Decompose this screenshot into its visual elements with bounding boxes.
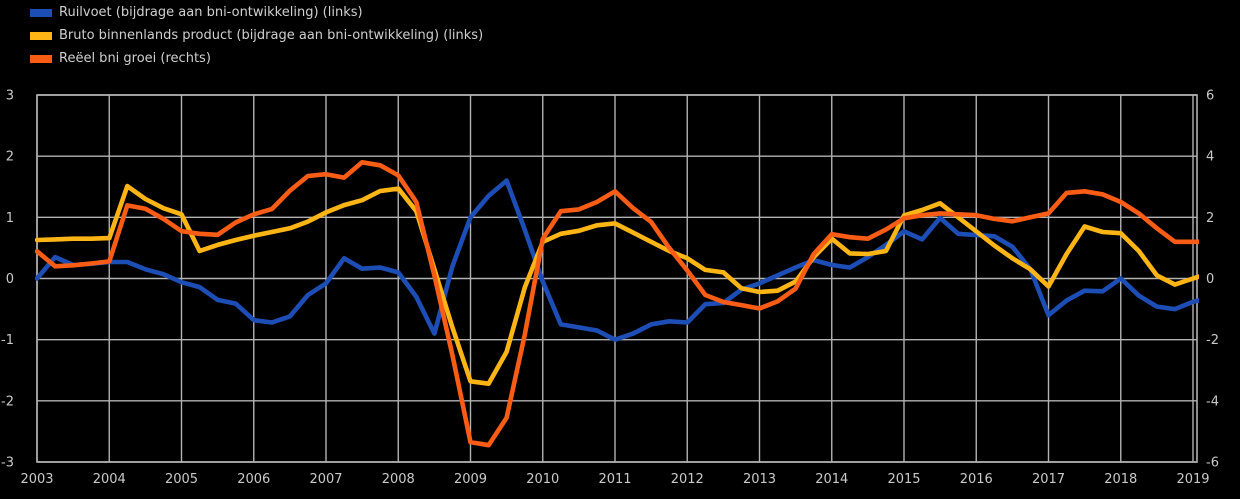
- legend-item-bbp: Bruto binnenlands product (bijdrage aan …: [30, 26, 483, 45]
- x-axis-tick: 2009: [454, 472, 487, 487]
- right-axis-tick: -2: [1206, 333, 1219, 348]
- left-axis-tick: 0: [6, 272, 14, 287]
- x-axis-tick: 2017: [1032, 472, 1065, 487]
- right-axis-tick: 2: [1206, 211, 1214, 226]
- left-axis-tick: 3: [6, 89, 14, 104]
- left-axis-tick: -2: [1, 394, 14, 409]
- left-axis-tick: -1: [1, 333, 14, 348]
- legend-label-ruilvoet: Ruilvoet (bijdrage aan bni-ontwikkeling)…: [59, 5, 363, 20]
- x-axis-tick: 2007: [309, 472, 342, 487]
- legend-label-bbp: Bruto binnenlands product (bijdrage aan …: [59, 28, 484, 43]
- x-axis-tick: 2018: [1104, 472, 1137, 487]
- x-axis-tick: 2008: [382, 472, 415, 487]
- x-axis-tick: 2006: [237, 472, 270, 487]
- right-axis-tick: 6: [1206, 89, 1214, 104]
- right-axis-tick: -6: [1206, 456, 1219, 471]
- series-line-0: [35, 178, 1199, 343]
- chart-legend: Ruilvoet (bijdrage aan bni-ontwikkeling)…: [30, 3, 483, 72]
- right-axis-tick: 0: [1206, 272, 1214, 287]
- x-axis-tick: 2011: [598, 472, 631, 487]
- left-axis-tick: -3: [1, 456, 14, 471]
- left-axis-tick: 2: [6, 150, 14, 165]
- x-axis-tick: 2003: [20, 472, 53, 487]
- gridlines: [36, 94, 1197, 463]
- x-axis-tick: 2016: [960, 472, 993, 487]
- x-axis-tick: 2013: [743, 472, 776, 487]
- legend-label-bni-groei: Reëel bni groei (rechts): [59, 51, 211, 66]
- right-axis-tick: 4: [1206, 150, 1214, 165]
- legend-item-ruilvoet: Ruilvoet (bijdrage aan bni-ontwikkeling)…: [30, 3, 483, 22]
- legend-swatch-blue: [30, 8, 52, 17]
- series-line-2: [35, 160, 1199, 448]
- x-axis-tick: 2005: [165, 472, 198, 487]
- right-axis-tick: -4: [1206, 394, 1219, 409]
- left-axis-tick: 1: [6, 211, 14, 226]
- x-axis-tick: 2015: [887, 472, 920, 487]
- series-line-1: [35, 183, 1199, 387]
- x-axis-tick: 2004: [93, 472, 126, 487]
- x-axis-tick: 2012: [671, 472, 704, 487]
- x-axis-tick: 2010: [526, 472, 559, 487]
- axis-labels: 3 2 1 0 -1 -2 -3 6 4 2 0 -2 -4 -6 2003 2004 2005 2006 2007…: [1, 89, 1219, 488]
- legend-swatch-orange: [30, 54, 52, 63]
- x-axis-tick: 2019: [1176, 472, 1209, 487]
- x-axis-tick: 2014: [815, 472, 848, 487]
- legend-swatch-yellow: [30, 31, 52, 40]
- legend-item-bni-groei: Reëel bni groei (rechts): [30, 49, 483, 68]
